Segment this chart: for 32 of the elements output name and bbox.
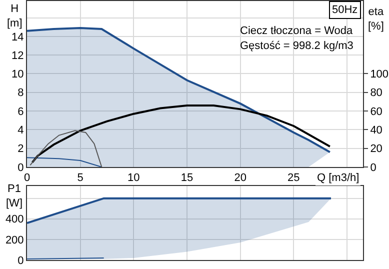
chart-title: 50Hz (332, 4, 358, 16)
y-tick-label: 200 (5, 234, 24, 246)
y-tick-label: 10 (12, 68, 24, 81)
x-tick-label: 20 (234, 172, 246, 184)
y2-tick-label: 80 (370, 87, 382, 100)
y2-axis-title: eta [%] (368, 6, 384, 32)
x-tick-label: 25 (288, 172, 300, 184)
y-tick-label: 0 (18, 254, 24, 267)
x-axis-title: Q [m3/h] (317, 172, 360, 184)
x-tick-label: 5 (77, 172, 84, 184)
y-tick-label: 4 (18, 124, 24, 137)
y-axis-title: H [m] (7, 3, 22, 30)
x-tick-label: 15 (180, 172, 194, 184)
y-tick-label: 2 (18, 143, 24, 156)
y-tick-label: 0 (18, 162, 24, 174)
y-tick-label: 400 (5, 214, 24, 226)
y2-tick-label: 100 (370, 68, 389, 81)
y-tick-label: 12 (12, 50, 24, 62)
x-tick-label: 10 (128, 172, 140, 184)
line-series (31, 104, 331, 164)
y-tick-label: 8 (18, 87, 24, 100)
line-series (30, 130, 102, 167)
y-tick-label: 6 (18, 106, 24, 118)
annotation: Ciecz tłoczona = Woda (240, 25, 354, 37)
y-tick-label: 14 (12, 31, 24, 44)
y2-tick-label: 60 (370, 106, 382, 118)
line-series (27, 157, 102, 167)
y2-tick-label: 40 (370, 124, 382, 137)
y-axis-title: P1 [W] (6, 183, 22, 210)
annotation: Gęstość = 998.2 kg/m3 (240, 40, 354, 52)
y2-tick-label: 0 (370, 162, 376, 174)
y2-tick-label: 20 (370, 143, 382, 156)
